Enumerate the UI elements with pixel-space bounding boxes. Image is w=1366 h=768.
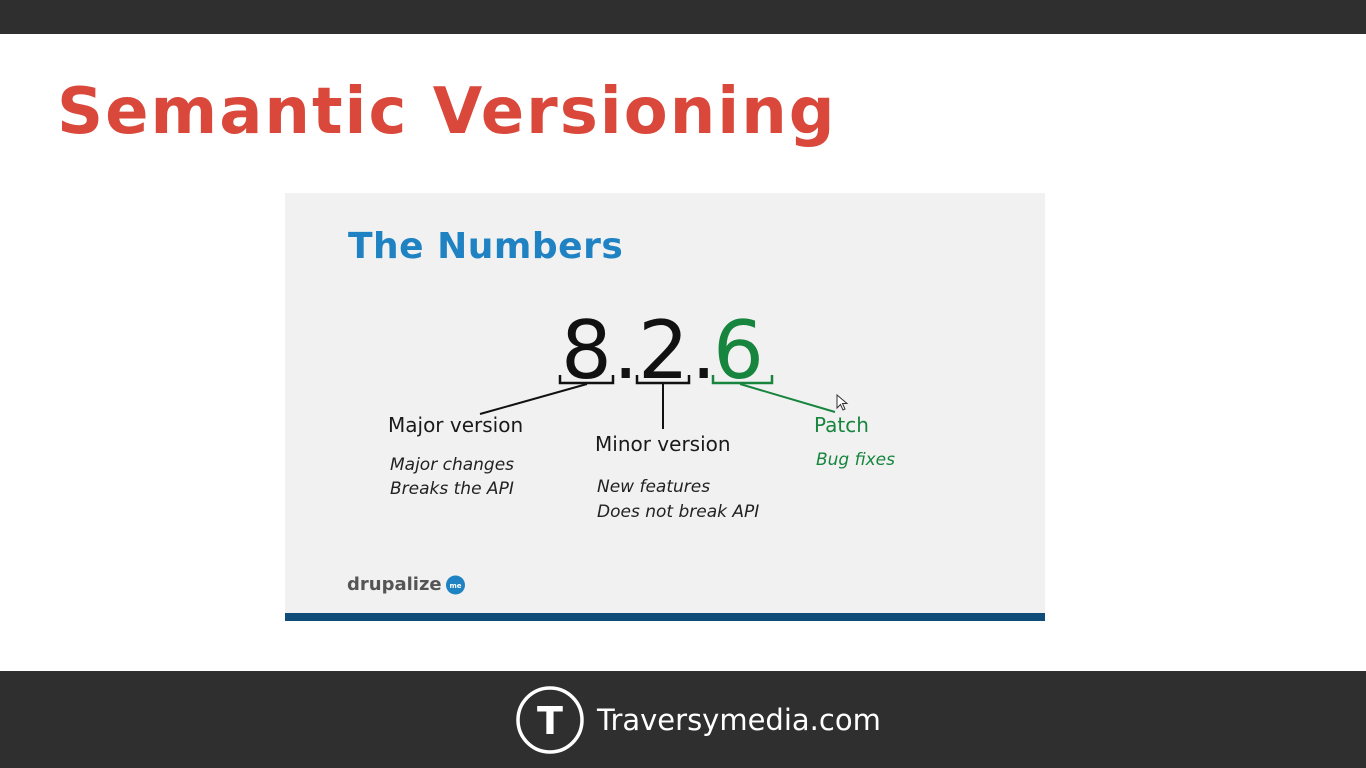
patch-digit: 6 [713,304,764,397]
footer-brand: T Traversymedia.com [515,685,881,755]
major-bracket [558,375,615,385]
patch-label: Patch [814,413,869,437]
embedded-slide-image: The Numbers 8 . 2 . 6 Major version Majo… [285,193,1045,621]
separator-dot-1: . [613,304,638,397]
mouse-pointer-icon [836,394,849,411]
major-digit: 8 [561,304,612,397]
page-title: Semantic Versioning [57,75,837,149]
major-desc-line2: Breaks the API [390,479,514,499]
major-version-label: Major version [388,413,524,437]
footer-site-name: Traversymedia.com [597,703,881,737]
minor-bracket [635,375,691,385]
version-diagram: 8 . 2 . 6 [479,304,836,429]
minor-digit: 2 [638,304,689,397]
drupalize-logo: drupalize me [347,574,466,595]
patch-connector [739,383,836,413]
drupal-drop-icon: me [445,575,465,595]
bottom-bar [0,671,1366,768]
traversy-logo-icon: T [516,686,584,754]
minor-desc-line2: Does not break API [597,502,760,522]
top-bar [0,0,1366,34]
patch-bracket [711,375,774,385]
slide-bottom-rule [285,613,1045,621]
minor-version-label: Minor version [595,432,731,456]
drupalize-wordmark: drupalize [347,574,442,595]
patch-desc-line1: Bug fixes [816,450,895,470]
minor-desc-line1: New features [597,477,711,497]
numbers-heading: The Numbers [348,226,624,267]
major-desc-line1: Major changes [390,455,515,475]
footer-logo-letter: T [537,699,563,743]
major-connector [479,383,588,415]
brand-badge: me [449,582,461,590]
